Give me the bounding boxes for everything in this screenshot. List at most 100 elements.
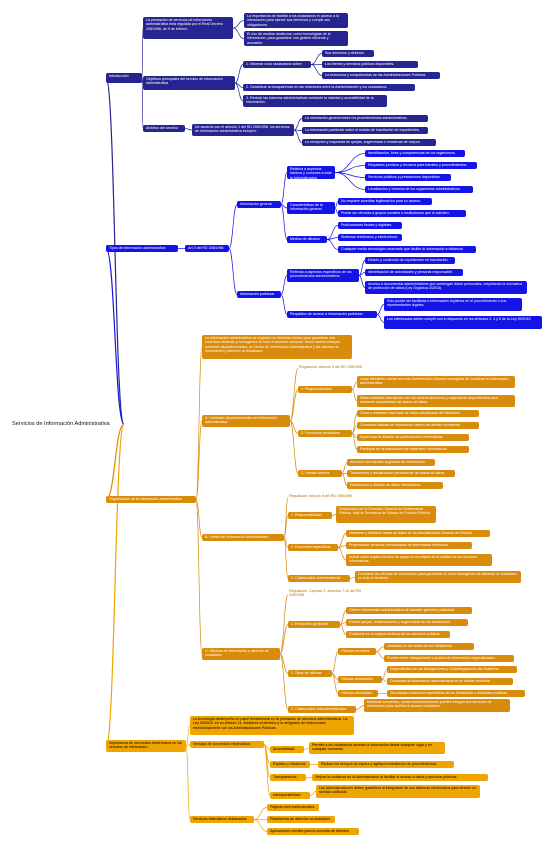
node-rel[interactable]: Relativa a aspectos básicos y comunes a …: [287, 166, 335, 179]
root-topic[interactable]: Servicios de Información Administrativa: [12, 421, 110, 427]
node-mv[interactable]: Ventajas de los medios electrónicos: [190, 741, 264, 748]
node-par[interactable]: Información particular: [237, 291, 281, 298]
node-oa2c[interactable]: Supervisar la difusión de publicaciones …: [357, 434, 469, 441]
node-car[interactable]: Características de la información genera…: [287, 202, 335, 214]
node-i_reg[interactable]: La prestación de servicios de informació…: [143, 17, 233, 39]
connector-rel: [280, 172, 288, 205]
node-q2[interactable]: Los interesados deben cumplir con lo dis…: [384, 316, 542, 329]
node-oc2s1[interactable]: Vinculadas a servicios específicos de lo…: [387, 690, 525, 697]
node-q1[interactable]: Sólo puede ser facilitada a interesados …: [384, 298, 522, 311]
node-ob[interactable]: B. Centro de Información Administrativa: [202, 534, 284, 541]
node-mv4[interactable]: Interoperabilidad:: [270, 792, 310, 799]
node-i_o1b[interactable]: Los bienes y servicios públicos disponib…: [322, 61, 418, 68]
node-amb1[interactable]: La orientación general sobre los procedi…: [302, 115, 428, 122]
node-ob1a[interactable]: Gestionado por la Dirección General de G…: [336, 506, 436, 523]
node-i_obj[interactable]: Objetivos principales del servicio de in…: [143, 76, 235, 90]
node-oa1[interactable]: 1. Responsabilidad: [298, 386, 352, 393]
node-oc1b[interactable]: Recibir quejas, reclamaciones y sugerenc…: [346, 619, 468, 626]
node-oa2b[interactable]: Coordinar oficinas de información dentro…: [357, 422, 479, 429]
node-i_o3[interactable]: 3. Reducir las barreras administrativas …: [243, 95, 387, 107]
node-c2[interactable]: Puede ser ofrecida a grupos sociales o i…: [338, 210, 466, 217]
node-oa2[interactable]: 2. Funciones principales: [298, 430, 352, 437]
node-org[interactable]: Organización de la información administr…: [106, 496, 196, 503]
node-oc2c2[interactable]: Pueden tener delegaciones o puntos de in…: [384, 655, 514, 662]
node-m1[interactable]: Publicaciones físicas y digitales.: [338, 222, 402, 229]
node-mv1[interactable]: Accesibilidad:: [270, 746, 304, 753]
node-ob3a[interactable]: Coordinar las oficinas de información pa…: [355, 571, 521, 583]
node-ob2b[interactable]: Proporcionar servicios centralizados de …: [346, 542, 472, 549]
node-i_tec[interactable]: El uso de medios modernos, como tecnolog…: [244, 31, 348, 46]
node-ob2c[interactable]: Actuar como órgano técnico de apoyo en l…: [346, 554, 492, 566]
node-i_o2[interactable]: 2. Garantizar la transparencia en las re…: [243, 84, 415, 91]
node-intro[interactable]: Introducción: [106, 73, 142, 83]
node-oc1[interactable]: 1. Funciones generales: [288, 621, 340, 628]
node-ob3[interactable]: 3. Colaboración interministerial: [288, 575, 350, 582]
node-oa3[interactable]: 3. Gestión interna: [298, 470, 342, 477]
node-gen[interactable]: Información general: [237, 201, 281, 208]
node-oc2t2[interactable]: Coordinan la información administrativa …: [387, 678, 513, 685]
node-oa3b[interactable]: Tratamiento y actualización permanente d…: [347, 470, 455, 477]
node-ms3[interactable]: Aplicaciones móviles para la consulta de…: [267, 828, 359, 835]
node-med[interactable]: Medios de difusión: [287, 236, 327, 243]
node-mv3[interactable]: Transparencia:: [270, 774, 306, 781]
node-ob1[interactable]: 1. Responsabilidad: [288, 512, 332, 519]
node-oc1c[interactable]: Colaborar en la mejora continua de los s…: [346, 631, 450, 638]
node-oa2a[interactable]: Crear y mantener una base de datos actua…: [357, 410, 479, 417]
node-ob_reg[interactable]: Regulación: Artículo 6 del RD 208/1996.: [289, 494, 353, 498]
node-r1[interactable]: Identificación, fines y competencias de …: [365, 150, 465, 157]
node-ms1[interactable]: Páginas web institucionales.: [267, 804, 319, 811]
node-oa1b[interactable]: Estas unidades interactúan con los centr…: [357, 395, 515, 407]
node-r4[interactable]: Localización y horarios de los organismo…: [365, 186, 473, 193]
node-mv4a[interactable]: Las Administraciones deben garantizar la…: [316, 785, 480, 798]
node-amb_d[interactable]: De acuerdo con el artículo 1 del RD 208/…: [192, 124, 294, 136]
node-c1[interactable]: No requiere acreditar legitimación para …: [338, 198, 432, 205]
node-amb3[interactable]: La recepción y respuesta de quejas, suge…: [302, 139, 436, 146]
node-oc2c1[interactable]: Ubicadas en las sedes de los Ministerios…: [384, 643, 474, 650]
node-me[interactable]: Importancia de los medios electrónicos e…: [106, 740, 186, 752]
node-i_o1c[interactable]: La estructura y competencias de las Admi…: [322, 72, 440, 79]
node-oc2[interactable]: 2. Tipos de oficinas: [288, 670, 332, 677]
node-me_d[interactable]: La tecnología desempeña un papel fundame…: [190, 716, 354, 735]
node-oa_reg[interactable]: Regulación: Artículo 5 del RD 208/1996.: [299, 365, 363, 369]
node-i_o1[interactable]: 1. Informar a los ciudadanos sobre:: [243, 61, 311, 68]
node-mv2a[interactable]: Reduce los tiempos de espera y agiliza l…: [318, 761, 454, 768]
node-oa3a[interactable]: Atención con fuentes orgánicas de inform…: [347, 459, 435, 466]
node-req[interactable]: Requisitos de acceso a información parti…: [287, 311, 377, 318]
node-oc3[interactable]: 3. Colaboración interadministrativa: [288, 706, 356, 713]
node-mv1a[interactable]: Permite a los ciudadanos acceder a infor…: [309, 742, 445, 754]
node-i_imp[interactable]: La importancia de facilitar a los ciudad…: [244, 13, 348, 28]
node-i_o1a[interactable]: Sus derechos y deberes.: [322, 50, 374, 57]
node-oc2c[interactable]: Oficinas centrales: [338, 648, 376, 655]
node-mv3a[interactable]: Mejora la confianza en la Administración…: [312, 774, 488, 781]
node-ms2[interactable]: Plataformas de atención al ciudadano.: [267, 816, 335, 823]
node-m2[interactable]: Sistemas telefónicos y electrónicos.: [338, 234, 402, 241]
node-org_d[interactable]: La información administrativa se organiz…: [202, 335, 352, 359]
node-r3[interactable]: Servicios públicos y prestaciones dispon…: [365, 174, 451, 181]
node-p1[interactable]: Estado y contenido de expedientes en tra…: [365, 257, 455, 264]
node-ob2[interactable]: 2. Funciones específicas: [288, 544, 338, 551]
node-amb2[interactable]: La información particular sobre el estad…: [302, 127, 428, 134]
node-oa2d[interactable]: Participar en la elaboración de material…: [357, 446, 469, 453]
node-p3[interactable]: Acceso a documentos administrativos que …: [365, 281, 527, 294]
node-p2[interactable]: Identificación de autoridades y personal…: [365, 269, 463, 276]
node-oc2s[interactable]: Oficinas sectoriales: [338, 690, 378, 697]
node-oa1a[interactable]: Cada Ministerio cuenta con una Subdirecc…: [357, 376, 515, 388]
node-m3[interactable]: Cualquier medio tecnológico avanzado que…: [338, 246, 476, 253]
node-ms[interactable]: Servicios telemáticos destacados:: [190, 816, 254, 823]
node-ob2a[interactable]: Mantener y distribuir bases de datos de …: [346, 530, 490, 537]
node-oc[interactable]: C. Oficinas de información y atención al…: [202, 648, 280, 660]
node-tip_art[interactable]: Art 3 del RD 208/1996: [185, 245, 229, 252]
node-ref[interactable]: Referida a aspectos específicos de los p…: [287, 269, 359, 282]
node-oa3c[interactable]: Elaboración y difusión de datos informat…: [347, 482, 443, 489]
node-tip[interactable]: Tipos de información administrativa: [106, 245, 178, 252]
node-oc_reg[interactable]: Regulación: Capítulo 3, artículos 7-10 d…: [289, 589, 362, 598]
node-oc1a[interactable]: Ofrecer información administrativa de ca…: [346, 607, 472, 614]
node-oc3a[interactable]: Mediante convenios, varias Administracio…: [364, 699, 510, 712]
node-oc2t[interactable]: Oficinas territoriales: [338, 676, 382, 683]
node-oa[interactable]: A. Unidades departamentales de informaci…: [202, 415, 290, 427]
node-r2[interactable]: Requisitos jurídicos y técnicos para trá…: [365, 162, 477, 169]
node-mv2[interactable]: Rapidez y eficiencia:: [270, 761, 310, 768]
connector-q1: [376, 304, 385, 315]
node-amb[interactable]: Ámbitos del servicio: [143, 125, 185, 132]
node-oc2t1[interactable]: Dependientes de las Delegaciones y Subde…: [387, 666, 517, 673]
